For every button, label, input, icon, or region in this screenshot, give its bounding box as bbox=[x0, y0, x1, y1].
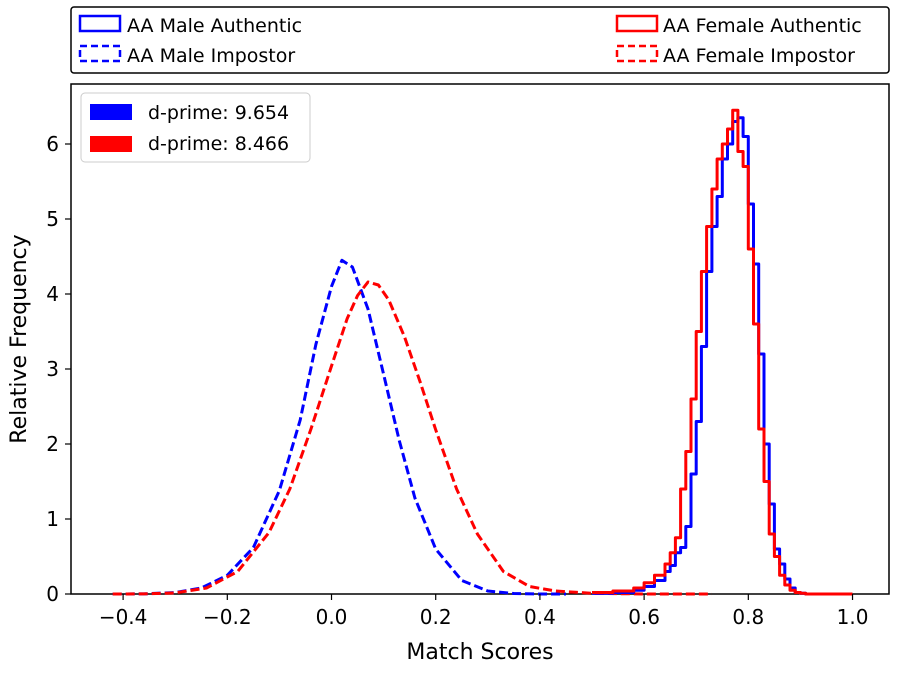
inner-legend-swatch-red bbox=[90, 136, 132, 152]
x-tick-label: 0.2 bbox=[420, 605, 452, 629]
y-tick-label: 6 bbox=[46, 132, 59, 156]
ticks-layer: −0.4 −0.2 0.0 0.2 0.4 0.6 0.8 1.0 0 1 2 3 4 5 6 bbox=[46, 132, 868, 629]
inner-legend-label-blue: d-prime: 9.654 bbox=[148, 102, 289, 124]
inner-legend-swatch-blue bbox=[90, 104, 132, 120]
y-tick-label: 0 bbox=[46, 582, 59, 606]
legend-label-female-impostor: AA Female Impostor bbox=[663, 45, 855, 67]
plot-area: −0.4 −0.2 0.0 0.2 0.4 0.6 0.8 1.0 0 1 2 3 4 5 6 d-prim… bbox=[46, 83, 890, 629]
x-tick-label: −0.2 bbox=[203, 605, 252, 629]
series-aa-male-impostor bbox=[112, 258, 566, 596]
series-aa-female-impostor bbox=[112, 280, 712, 596]
y-tick-label: 4 bbox=[46, 282, 59, 306]
series-layer bbox=[112, 108, 853, 596]
inner-legend-frame bbox=[80, 92, 311, 163]
series-aa-female-authentic bbox=[592, 108, 853, 596]
x-tick-label: −0.4 bbox=[99, 605, 148, 629]
x-axis-label: Match Scores bbox=[406, 640, 553, 665]
y-axis-label: Relative Frequency bbox=[7, 234, 32, 443]
x-tick-label: 1.0 bbox=[837, 605, 869, 629]
legend-label-male-authentic: AA Male Authentic bbox=[127, 15, 302, 37]
legend-swatch-female-authentic bbox=[615, 14, 659, 33]
legend-label-male-impostor: AA Male Impostor bbox=[127, 45, 295, 67]
top-legend: AA Male Authentic AA Female Authentic AA… bbox=[70, 6, 890, 74]
y-tick-label: 1 bbox=[46, 507, 59, 531]
inner-legend: d-prime: 9.654 d-prime: 8.466 bbox=[80, 92, 311, 163]
x-tick-label: 0.4 bbox=[524, 605, 556, 629]
legend-swatch-female-impostor bbox=[615, 44, 659, 63]
x-tick-label: 0.8 bbox=[732, 605, 764, 629]
legend-swatch-male-authentic bbox=[78, 14, 122, 33]
legend-swatch-male-impostor bbox=[78, 44, 122, 63]
plot-frame bbox=[70, 83, 890, 595]
top-legend-frame bbox=[70, 6, 890, 74]
x-tick-label: 0.6 bbox=[628, 605, 660, 629]
y-tick-label: 5 bbox=[46, 207, 59, 231]
y-tick-label: 2 bbox=[46, 432, 59, 456]
inner-legend-label-red: d-prime: 8.466 bbox=[148, 133, 289, 155]
y-tick-label: 3 bbox=[46, 357, 59, 381]
x-tick-label: 0.0 bbox=[316, 605, 348, 629]
legend-label-female-authentic: AA Female Authentic bbox=[663, 15, 862, 37]
